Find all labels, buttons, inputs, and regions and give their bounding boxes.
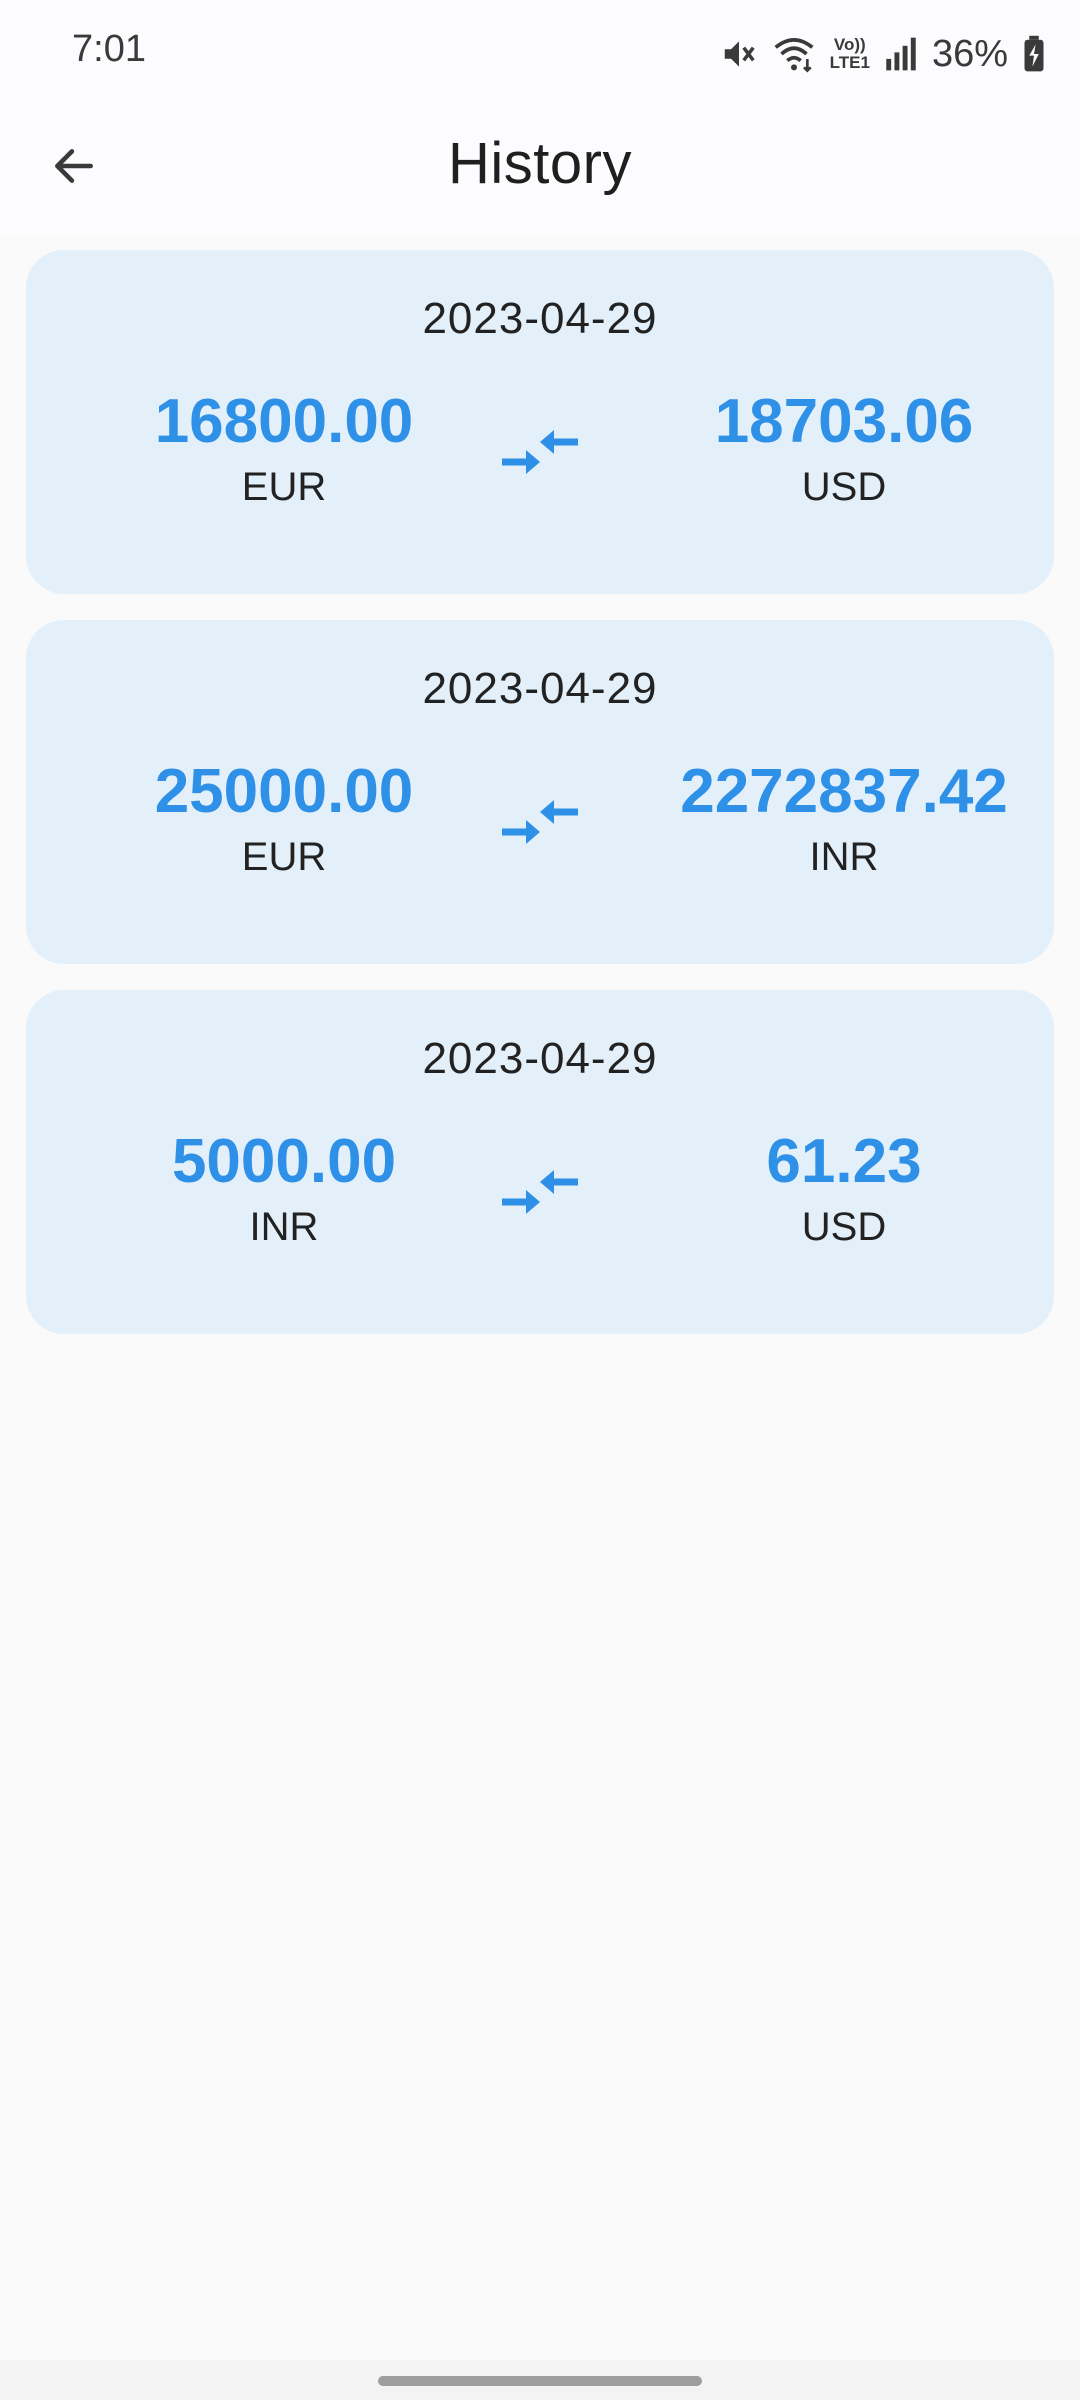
compare-arrows-icon [502,1170,578,1214]
to-currency: INR [809,835,879,879]
history-list: 2023-04-29 16800.00 EUR 18703.06 USD 202… [26,250,1054,1360]
page-title: History [448,131,632,196]
mute-icon [720,35,758,73]
from-currency: EUR [241,835,327,879]
compare-arrows-icon [502,430,578,474]
history-date: 2023-04-29 [422,294,658,343]
status-time: 7:01 [72,28,146,70]
to-amount-block: 61.23 USD [644,1126,1044,1254]
home-indicator[interactable] [378,2376,702,2386]
to-amount: 61.23 [766,1127,922,1196]
history-card[interactable]: 2023-04-29 5000.00 INR 61.23 USD [26,990,1054,1334]
volte-top-label: Vo)) [833,35,866,54]
to-amount-block: 2272837.42 INR [644,756,1044,884]
from-amount-block: 25000.00 EUR [84,756,484,884]
to-amount-block: 18703.06 USD [644,386,1044,514]
from-currency: INR [249,1205,319,1249]
from-currency: EUR [241,465,327,509]
status-bar: 7:01 Vo)) LTE1 [0,0,1080,110]
compare-arrows-icon [502,800,578,844]
volte-icon: Vo)) LTE1 [830,36,870,72]
history-card[interactable]: 2023-04-29 16800.00 EUR 18703.06 USD [26,250,1054,594]
battery-charging-icon [1022,35,1046,73]
arrow-left-icon [55,149,93,183]
status-icons: Vo)) LTE1 36% [720,24,1046,84]
app-bar: History [0,110,1080,238]
to-currency: USD [801,465,887,509]
back-button[interactable] [36,128,112,204]
battery-percentage: 36% [931,32,1008,75]
volte-bottom-label: LTE1 [829,53,870,72]
navigation-bar [0,2360,1080,2400]
from-amount-block: 16800.00 EUR [84,386,484,514]
from-amount-block: 5000.00 INR [84,1126,484,1254]
signal-icon [884,36,918,72]
history-date: 2023-04-29 [422,1034,658,1083]
from-amount: 5000.00 [171,1127,397,1196]
to-currency: USD [801,1205,887,1249]
wifi-icon [772,34,816,74]
to-amount: 18703.06 [714,387,974,456]
history-card[interactable]: 2023-04-29 25000.00 EUR 2272837.42 INR [26,620,1054,964]
to-amount: 2272837.42 [680,757,1008,826]
from-amount: 25000.00 [154,757,414,826]
history-date: 2023-04-29 [422,664,658,713]
from-amount: 16800.00 [154,387,414,456]
